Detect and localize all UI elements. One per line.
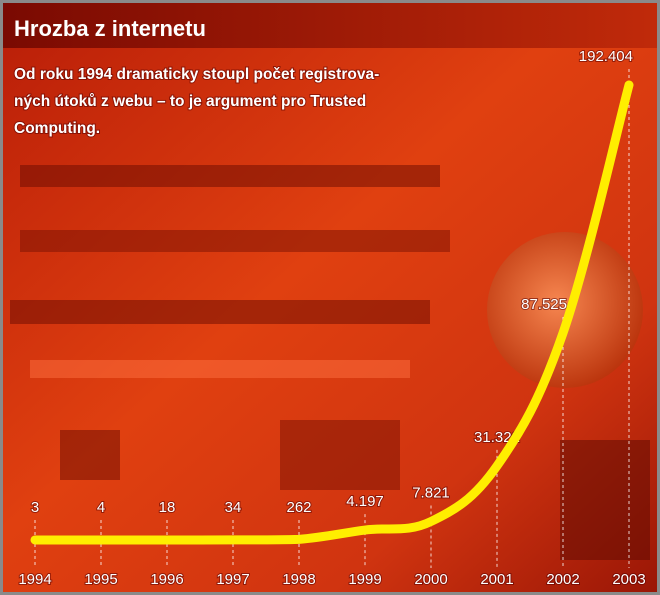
value-label: 192.404	[579, 48, 633, 65]
x-tick-label: 2002	[546, 571, 579, 588]
x-tick-label: 1997	[216, 571, 249, 588]
subtitle-line: Od roku 1994 dramaticky stoupl počet reg…	[14, 66, 379, 83]
battery-decoration	[487, 232, 643, 388]
x-tick-label: 1996	[150, 571, 183, 588]
x-tick-label: 2003	[612, 571, 645, 588]
board-decoration	[10, 165, 650, 560]
x-tick-label: 1995	[84, 571, 117, 588]
value-label: 262	[286, 499, 311, 516]
value-label: 34	[225, 499, 242, 516]
x-tick-label: 2001	[480, 571, 513, 588]
data-line	[30, 80, 634, 545]
value-label: 3	[31, 499, 39, 516]
subtitle-line: Computing.	[14, 120, 100, 137]
x-tick-label: 2000	[414, 571, 447, 588]
value-label: 18	[159, 499, 176, 516]
x-tick-label: 1999	[348, 571, 381, 588]
subtitle-line: ných útoků z webu – to je argument pro T…	[14, 93, 366, 110]
x-tick-label: 1994	[18, 571, 51, 588]
value-label: 4.197	[346, 493, 384, 510]
chart-title: Hrozba z internetu	[14, 16, 206, 41]
value-label: 7.821	[412, 484, 450, 501]
x-tick-label: 1998	[282, 571, 315, 588]
value-label: 87.525	[521, 296, 567, 313]
title-bar	[3, 3, 657, 48]
value-label: 4	[97, 499, 105, 516]
